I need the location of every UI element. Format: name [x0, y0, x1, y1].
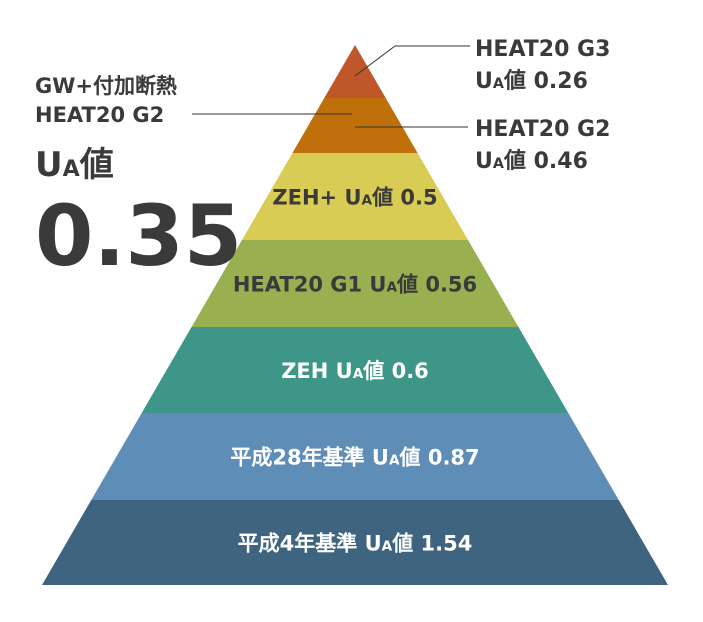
callout-title: HEAT20 G2 — [475, 117, 610, 142]
pyramid-tier — [141, 327, 569, 413]
label-subscript: A — [63, 156, 80, 182]
label-part: 値 0.46 — [503, 149, 588, 174]
pyramid-tier — [241, 153, 469, 240]
label-part: 値 0.87 — [399, 446, 480, 470]
label-part: U — [475, 149, 493, 174]
label-part: ZEH+ — [272, 186, 344, 210]
label: UA値 0.46 — [475, 149, 588, 174]
label-part: U — [336, 359, 353, 383]
label-subscript: A — [493, 156, 504, 172]
label-part: 値 0.5 — [371, 186, 438, 210]
label-part: 値 0.6 — [362, 359, 429, 383]
label-subscript: A — [493, 76, 504, 92]
pyramid-tier — [324, 45, 386, 98]
label: HEAT20 G1 UA値 0.56 — [233, 273, 477, 297]
label-part: U — [35, 145, 63, 185]
pyramid-tier — [42, 500, 668, 585]
label: 平成28年基準 UA値 0.87 — [230, 446, 479, 470]
left-line1: GW+付加断熱 — [35, 74, 177, 98]
left-value: 0.35 — [35, 187, 242, 285]
label-subscript: A — [389, 453, 400, 469]
label-subscript: A — [382, 539, 393, 555]
label-part: U — [344, 186, 361, 210]
label-part: U — [475, 69, 493, 94]
left-line2: HEAT20 G2 — [35, 103, 164, 127]
label-part: 値 — [79, 145, 114, 185]
label: UA値 0.26 — [475, 69, 588, 94]
label: 平成4年基準 UA値 1.54 — [238, 532, 473, 556]
label-part: 値 1.54 — [391, 532, 472, 556]
pyramid-tier — [191, 240, 519, 327]
label-part: ZEH — [281, 359, 335, 383]
label-subscript: A — [386, 280, 397, 296]
label: ZEH+ UA値 0.5 — [272, 186, 437, 210]
label: UA値 — [35, 145, 114, 185]
label-part: U — [372, 446, 389, 470]
label-part: U — [365, 532, 382, 556]
callout-title: HEAT20 G3 — [475, 37, 610, 62]
label-part: 値 0.56 — [396, 273, 477, 297]
pyramid-tier — [91, 413, 619, 500]
label-part: 平成4年基準 — [238, 532, 365, 556]
label-part: 値 0.26 — [503, 69, 588, 94]
label-subscript: A — [353, 366, 364, 382]
label-part: U — [369, 273, 386, 297]
label-part: 平成28年基準 — [230, 446, 372, 470]
label-part: HEAT20 G1 — [233, 273, 370, 297]
pyramid-tier — [292, 98, 418, 153]
label-subscript: A — [362, 193, 373, 209]
leader-line — [354, 45, 470, 77]
label: ZEH UA値 0.6 — [281, 359, 429, 383]
